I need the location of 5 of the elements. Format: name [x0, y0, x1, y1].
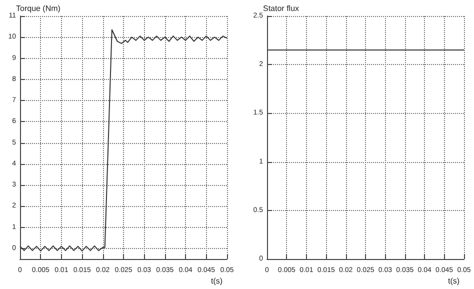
- x-axis-title: t(s): [211, 276, 223, 286]
- y-axis-title: Stator flux: [263, 4, 300, 14]
- line-series: [20, 29, 228, 252]
- x-axis-title: t(s): [448, 276, 460, 286]
- y-axis-title: Torque (Nm): [16, 4, 61, 14]
